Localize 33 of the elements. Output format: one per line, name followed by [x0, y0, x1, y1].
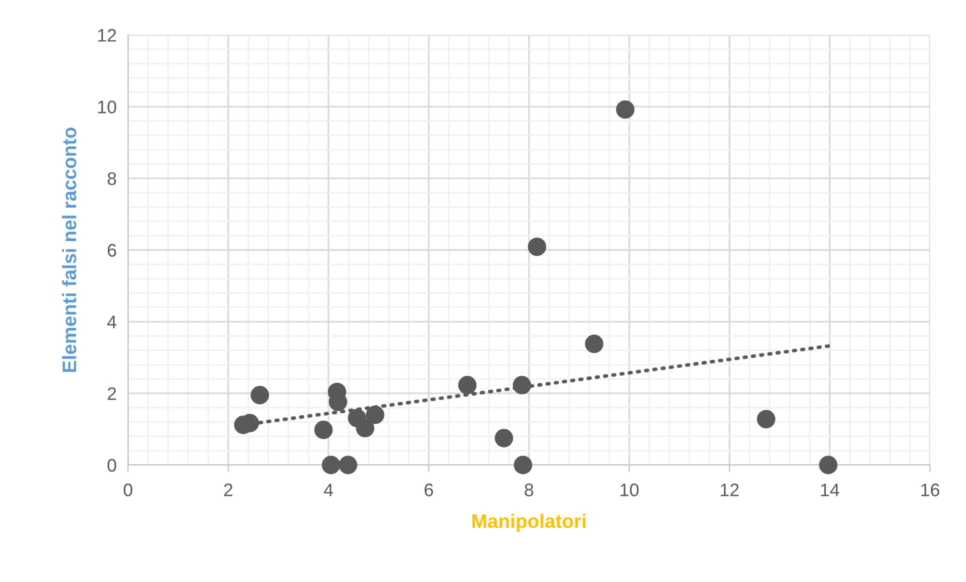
point — [250, 386, 270, 404]
x-tick-label: 2 — [224, 484, 232, 496]
y-tick-label: 2 — [108, 387, 116, 400]
x-tick-label: 6 — [424, 484, 433, 496]
y-tick-label: 0 — [108, 458, 116, 472]
point — [616, 100, 634, 119]
point — [512, 376, 532, 394]
y-tick-label: 10 — [98, 100, 116, 114]
point — [494, 428, 514, 448]
x-tick-label: 16 — [921, 484, 940, 496]
point — [819, 456, 838, 474]
point — [756, 410, 776, 428]
point — [322, 456, 340, 474]
point — [314, 420, 333, 440]
x-tick-label: 0 — [124, 484, 132, 496]
x-tick-label: 8 — [524, 484, 534, 496]
point — [584, 334, 604, 354]
point — [514, 456, 532, 474]
point — [338, 456, 358, 474]
y-tick-label: 4 — [107, 316, 116, 328]
point — [356, 418, 374, 438]
point — [458, 376, 477, 394]
y-axis-title: Elementi falsi nel racconto — [62, 128, 76, 372]
x-tick-label: 12 — [720, 484, 739, 496]
point — [366, 406, 384, 424]
x-tick-label: 10 — [620, 484, 639, 496]
x-tick-label: 14 — [821, 484, 840, 496]
y-tick-label: 6 — [108, 244, 116, 257]
x-axis-title: Manipolatori — [472, 514, 586, 532]
x-tick-label: 4 — [324, 484, 333, 496]
point — [528, 238, 546, 256]
y-tick-label: 8 — [108, 172, 116, 186]
y-tick-label: 12 — [98, 28, 116, 42]
